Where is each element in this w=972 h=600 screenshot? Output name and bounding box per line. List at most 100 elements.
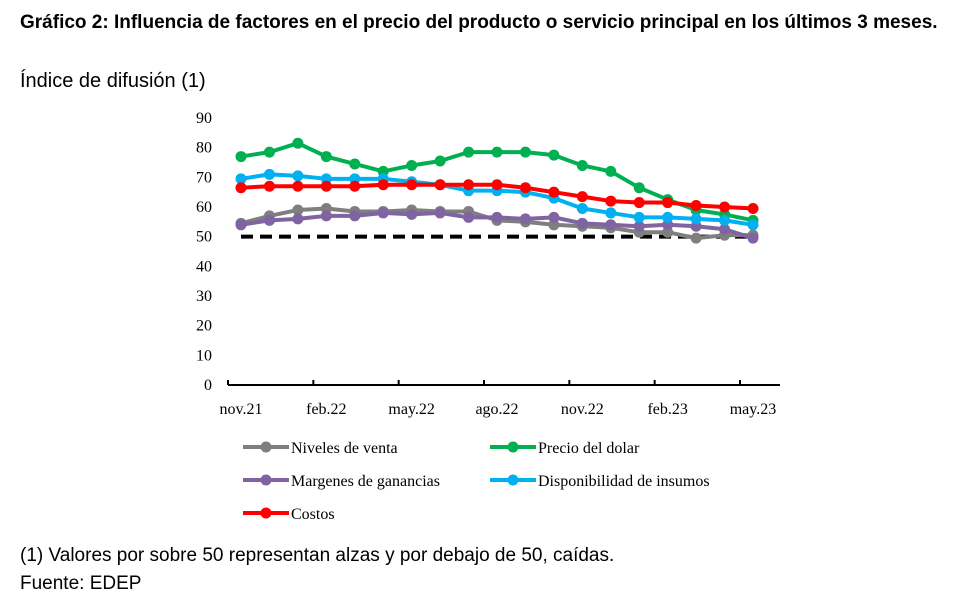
data-point (719, 201, 731, 213)
data-point (235, 173, 247, 185)
data-point (548, 186, 560, 198)
data-point (292, 170, 304, 182)
data-point (235, 182, 247, 194)
data-point (605, 165, 617, 177)
data-point (662, 211, 674, 223)
data-point (292, 137, 304, 149)
data-point (548, 149, 560, 161)
data-point (690, 232, 702, 244)
data-point (633, 220, 645, 232)
x-tick-label: may.23 (730, 401, 777, 418)
data-point (747, 219, 759, 231)
data-point (719, 214, 731, 226)
y-axis: 0 10 20 30 40 50 60 70 80 90 (196, 110, 212, 394)
data-point (263, 146, 275, 158)
data-point (235, 219, 247, 231)
data-point (292, 180, 304, 192)
x-axis: nov.21 feb.22 may.22 ago.22 nov.22 feb.23 may.… (220, 380, 780, 418)
legend-label: Precio del dolar (538, 440, 640, 457)
data-point (463, 179, 475, 191)
data-point (292, 213, 304, 225)
legend-label: Niveles de venta (291, 440, 398, 457)
y-tick-label: 40 (196, 258, 212, 275)
data-point (320, 210, 332, 222)
legend-item: Precio del dolar (490, 440, 640, 457)
y-tick-label: 70 (196, 169, 212, 186)
legend-label: Margenes de ganancias (291, 473, 440, 490)
source-note: Fuente: EDEP (20, 573, 142, 594)
data-point (605, 219, 617, 231)
data-point (576, 191, 588, 203)
chart-subtitle: Índice de difusión (1) (20, 70, 206, 92)
data-point (519, 182, 531, 194)
data-point (263, 180, 275, 192)
data-point (377, 207, 389, 219)
x-tick-label: nov.22 (561, 401, 604, 418)
data-point (491, 146, 503, 158)
data-point (605, 207, 617, 219)
legend-swatch-marker (507, 474, 519, 486)
data-point (719, 223, 731, 235)
data-point (320, 151, 332, 163)
data-point (406, 208, 418, 220)
y-tick-label: 80 (196, 140, 212, 157)
legend-item: Disponibilidad de insumos (490, 473, 710, 490)
y-tick-label: 20 (196, 318, 212, 335)
legend-swatch-marker (507, 441, 519, 453)
legend-item: Costos (243, 506, 335, 523)
data-point (690, 200, 702, 212)
data-point (320, 180, 332, 192)
data-point (434, 207, 446, 219)
data-point (662, 197, 674, 209)
data-point (463, 211, 475, 223)
x-tick-label: feb.23 (647, 401, 687, 418)
data-point (349, 180, 361, 192)
data-point (576, 217, 588, 229)
x-tick-label: nov.21 (220, 401, 263, 418)
data-point (605, 195, 617, 207)
data-point (747, 202, 759, 214)
y-tick-label: 10 (196, 347, 212, 364)
legend: Niveles de venta Precio del dolar Margenes… (243, 440, 710, 523)
data-point (377, 179, 389, 191)
data-point (548, 211, 560, 223)
data-point (434, 179, 446, 191)
y-tick-label: 90 (196, 110, 212, 127)
data-point (576, 159, 588, 171)
data-point (633, 211, 645, 223)
data-point (434, 155, 446, 167)
data-point (406, 179, 418, 191)
series-4 (235, 179, 759, 214)
data-point (491, 179, 503, 191)
legend-item: Niveles de venta (243, 440, 398, 457)
x-tick-label: feb.22 (306, 401, 346, 418)
data-point (349, 158, 361, 170)
data-point (263, 168, 275, 180)
y-tick-label: 30 (196, 288, 212, 305)
data-point (519, 146, 531, 158)
y-tick-label: 60 (196, 199, 212, 216)
data-point (747, 232, 759, 244)
data-point (633, 182, 645, 194)
legend-swatch-marker (260, 474, 272, 486)
data-point (292, 204, 304, 216)
data-point (406, 159, 418, 171)
data-point (633, 197, 645, 209)
data-point (463, 146, 475, 158)
x-tick-label: ago.22 (475, 401, 518, 418)
series-2 (235, 207, 759, 244)
series-group (235, 137, 759, 244)
legend-label: Disponibilidad de insumos (538, 473, 710, 490)
y-tick-label: 0 (204, 377, 212, 394)
data-point (690, 213, 702, 225)
data-point (576, 202, 588, 214)
data-point (491, 211, 503, 223)
y-tick-label: 50 (196, 229, 212, 246)
chart-title: Gráfico 2: Influencia de factores en el … (20, 12, 938, 33)
footnote: (1) Valores por sobre 50 representan alz… (20, 545, 615, 566)
data-point (519, 213, 531, 225)
legend-swatch-marker (260, 507, 272, 519)
legend-label: Costos (291, 506, 335, 523)
data-point (263, 214, 275, 226)
